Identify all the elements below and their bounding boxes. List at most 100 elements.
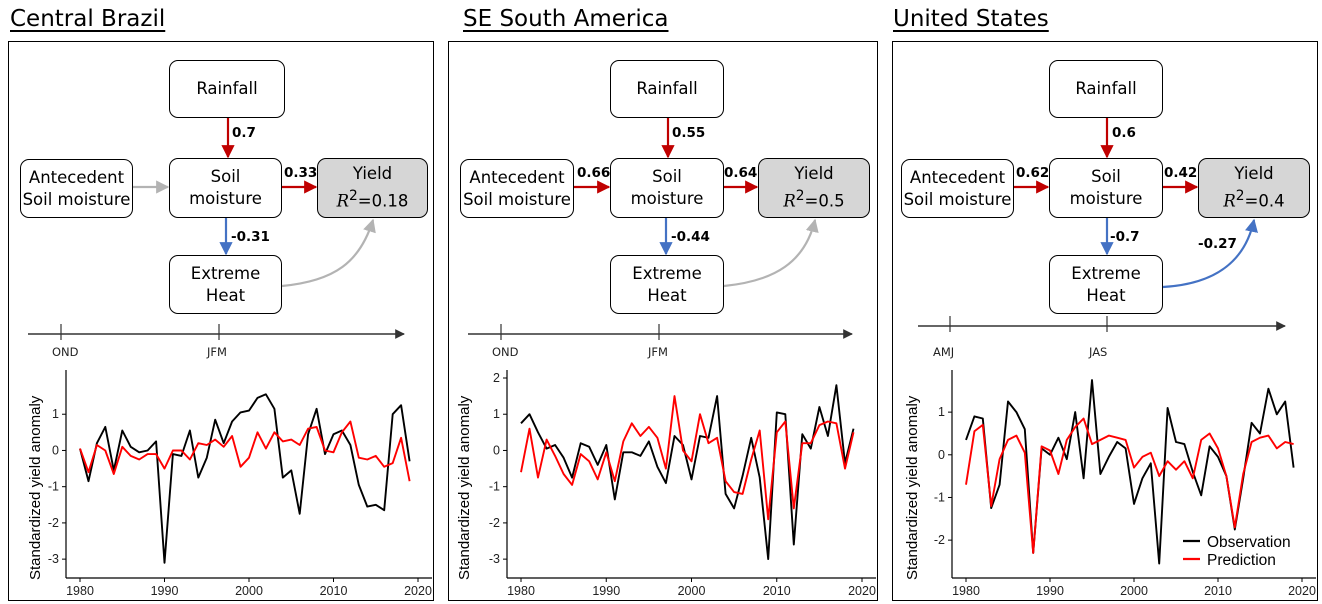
y-tick-label: 0 <box>938 448 945 462</box>
series-line-prediction <box>79 420 411 482</box>
rainfall-label: Rainfall <box>196 79 258 98</box>
y-tick-label: -2 <box>48 516 59 530</box>
x-tick-label: 2020 <box>404 584 432 598</box>
series-line-observation <box>520 384 855 561</box>
r2-value: =0.5 <box>804 191 845 211</box>
x-tick-label: 1980 <box>66 584 94 598</box>
y-tick-label: 1 <box>938 405 945 419</box>
coef-soil-yield: 0.42 <box>1164 165 1198 181</box>
extreme-heat-node: Extreme Heat <box>610 255 724 314</box>
x-tick-label: 2010 <box>320 584 348 598</box>
x-tick-label: 1990 <box>1036 584 1064 598</box>
series-line-observation <box>79 393 411 564</box>
x-tick-label: 1990 <box>592 584 620 598</box>
timeline-label-right: JFM <box>207 345 227 359</box>
y-tick-label: 2 <box>493 371 500 385</box>
heat-label-line1: Extreme <box>190 263 261 283</box>
rainfall-label: Rainfall <box>636 79 698 98</box>
yield-node: Yield R2=0.5 <box>758 158 870 218</box>
coef-soil-heat: -0.7 <box>1110 229 1140 245</box>
y-tick-label: -1 <box>934 490 945 504</box>
coef-rain-soil: 0.55 <box>672 125 706 141</box>
yield-label: Yield <box>794 164 834 184</box>
panel-title-central-brazil: Central Brazil <box>10 6 166 32</box>
heat-label-line2: Heat <box>205 285 246 305</box>
soil-label-line1: Soil <box>652 167 682 186</box>
soil-label-line1: Soil <box>1091 167 1121 186</box>
antecedent-label-line1: Antecedent <box>909 167 1006 187</box>
x-tick-label: 2000 <box>235 584 263 598</box>
timeline-label-left: OND <box>492 345 519 359</box>
antecedent-soil-moisture-node: Antecedent Soil moisture <box>460 159 574 218</box>
yield-label: Yield <box>352 164 393 184</box>
timeline-label-right: JAS <box>1089 345 1108 359</box>
extreme-heat-node: Extreme Heat <box>1049 255 1163 314</box>
heat-label-line2: Heat <box>647 285 687 305</box>
rainfall-node: Rainfall <box>169 60 285 118</box>
heat-label-line2: Heat <box>1086 285 1126 305</box>
x-tick-label: 2020 <box>1288 584 1316 598</box>
legend-label-observation: Observation <box>1207 534 1291 551</box>
arrow-heat-to-yield <box>1162 218 1258 289</box>
y-tick-label: -3 <box>489 552 500 566</box>
antecedent-label-line1: Antecedent <box>469 167 565 187</box>
coef-ante-soil: 0.62 <box>1016 165 1050 181</box>
series-line-prediction <box>520 395 855 521</box>
x-tick-label: 2020 <box>848 584 876 598</box>
soil-label-line2: moisture <box>189 189 262 208</box>
yield-anomaly-chart: -3 -2 -1 0 1 1980 1990 2000 2010 2020 <box>48 370 432 598</box>
antecedent-label-line2: Soil moisture <box>463 189 571 209</box>
r2-value: =0.18 <box>357 191 409 211</box>
x-tick-label: 2010 <box>1204 584 1232 598</box>
panel-title-united-states: United States <box>893 6 1049 32</box>
soil-moisture-node: Soil moisture <box>610 158 724 218</box>
coef-rain-soil: 0.7 <box>232 125 256 141</box>
soil-label-line2: moisture <box>630 189 704 208</box>
timeline-label-right: JFM <box>648 345 668 359</box>
heat-label-line1: Extreme <box>632 263 702 283</box>
yield-anomaly-chart: -3 -2 -1 0 1 2 1980 1990 2000 2010 2020 <box>489 370 876 598</box>
r2-readout: R2=0.4 <box>1223 188 1285 211</box>
soil-moisture-node: Soil moisture <box>169 158 282 218</box>
soil-moisture-node: Soil moisture <box>1049 158 1163 218</box>
r2-readout: R2=0.5 <box>783 188 845 211</box>
series-line-prediction <box>965 417 1294 554</box>
coef-soil-yield: 0.64 <box>724 165 758 181</box>
coef-soil-yield: 0.33 <box>284 165 318 181</box>
antecedent-soil-moisture-node: Antecedent Soil moisture <box>20 159 133 218</box>
timeline-label-left: AMJ <box>933 345 955 359</box>
x-tick-label: 2010 <box>763 584 791 598</box>
coef-ante-soil: 0.66 <box>577 165 611 181</box>
antecedent-label-line2: Soil moisture <box>903 189 1012 209</box>
y-tick-label: 0 <box>52 443 59 457</box>
arrow-heat-to-yield <box>723 218 819 288</box>
y-tick-label: -1 <box>489 480 500 494</box>
legend-label-prediction: Prediction <box>1207 552 1276 569</box>
yield-node: Yield R2=0.4 <box>1198 158 1310 218</box>
x-tick-label: 1980 <box>952 584 980 598</box>
coef-rain-soil: 0.6 <box>1112 125 1136 141</box>
yield-label: Yield <box>1234 164 1274 184</box>
y-tick-label: 1 <box>52 407 59 421</box>
y-tick-label: 0 <box>493 443 500 457</box>
y-tick-label: -2 <box>934 533 945 547</box>
antecedent-label-line2: Soil moisture <box>22 189 131 209</box>
arrow-heat-to-yield <box>281 218 376 288</box>
coef-soil-heat: -0.31 <box>231 229 270 245</box>
extreme-heat-node: Extreme Heat <box>169 255 282 314</box>
coef-soil-heat: -0.44 <box>671 229 710 245</box>
heat-label-line1: Extreme <box>1071 263 1141 283</box>
r2-readout: R2=0.18 <box>336 188 409 211</box>
yield-anomaly-chart: -2 -1 0 1 1980 1990 2000 2010 2020 <box>934 370 1316 598</box>
timeline-label-left: OND <box>52 345 79 359</box>
rainfall-node: Rainfall <box>610 60 724 118</box>
antecedent-soil-moisture-node: Antecedent Soil moisture <box>901 159 1014 218</box>
y-tick-label: -3 <box>48 552 59 566</box>
antecedent-label-line1: Antecedent <box>28 167 125 187</box>
x-tick-label: 2000 <box>678 584 706 598</box>
yield-node: Yield R2=0.18 <box>317 158 428 218</box>
panel-frame-united-states <box>892 41 1318 601</box>
y-tick-label: -2 <box>489 516 500 530</box>
